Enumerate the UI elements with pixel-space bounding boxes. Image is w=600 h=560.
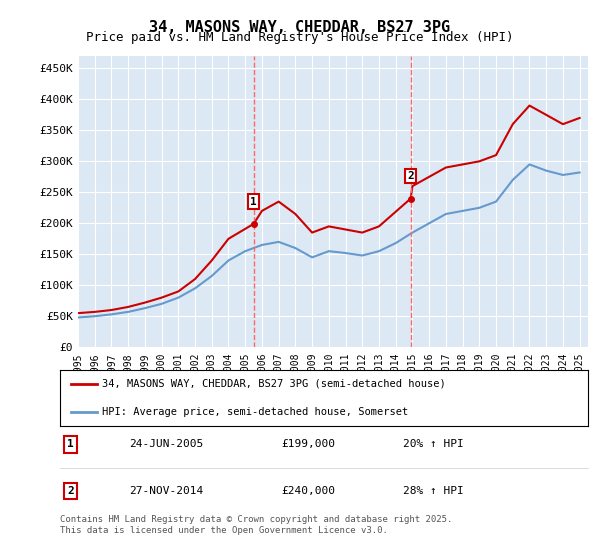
Text: 2: 2	[67, 486, 74, 496]
Text: 28% ↑ HPI: 28% ↑ HPI	[403, 486, 464, 496]
Text: Contains HM Land Registry data © Crown copyright and database right 2025.
This d: Contains HM Land Registry data © Crown c…	[60, 515, 452, 535]
Text: 1: 1	[250, 197, 257, 207]
Text: £240,000: £240,000	[282, 486, 336, 496]
Text: 27-NOV-2014: 27-NOV-2014	[128, 486, 203, 496]
Text: Price paid vs. HM Land Registry's House Price Index (HPI): Price paid vs. HM Land Registry's House …	[86, 31, 514, 44]
Text: 1: 1	[67, 439, 74, 449]
Text: £199,000: £199,000	[282, 439, 336, 449]
Text: HPI: Average price, semi-detached house, Somerset: HPI: Average price, semi-detached house,…	[102, 407, 409, 417]
Text: 20% ↑ HPI: 20% ↑ HPI	[403, 439, 464, 449]
Text: 2: 2	[407, 171, 414, 181]
Text: 24-JUN-2005: 24-JUN-2005	[128, 439, 203, 449]
Text: 34, MASONS WAY, CHEDDAR, BS27 3PG (semi-detached house): 34, MASONS WAY, CHEDDAR, BS27 3PG (semi-…	[102, 379, 446, 389]
Text: 34, MASONS WAY, CHEDDAR, BS27 3PG: 34, MASONS WAY, CHEDDAR, BS27 3PG	[149, 20, 451, 35]
